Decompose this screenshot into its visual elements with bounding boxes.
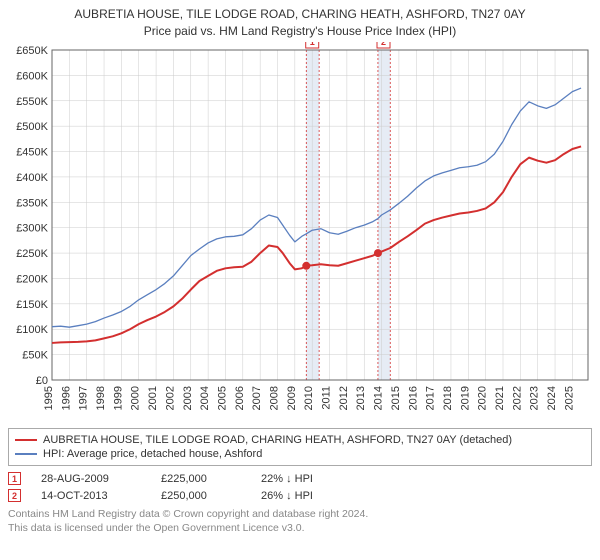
svg-text:2001: 2001 (147, 386, 159, 410)
svg-text:2008: 2008 (269, 386, 281, 410)
svg-text:2003: 2003 (182, 386, 194, 410)
svg-text:£350K: £350K (16, 197, 48, 209)
svg-text:£150K: £150K (16, 299, 48, 311)
svg-text:2013: 2013 (355, 386, 367, 410)
svg-text:2000: 2000 (130, 386, 142, 410)
svg-text:2004: 2004 (199, 386, 211, 410)
svg-text:2011: 2011 (321, 386, 333, 410)
sale-row: 2 14-OCT-2013 £250,000 26% ↓ HPI (8, 487, 592, 504)
svg-text:2019: 2019 (459, 386, 471, 410)
svg-text:2007: 2007 (251, 386, 263, 410)
svg-text:1996: 1996 (60, 386, 72, 410)
sale-delta: 22% ↓ HPI (261, 473, 313, 485)
sale-delta: 26% ↓ HPI (261, 490, 313, 502)
sale-marker-icon: 2 (8, 489, 21, 502)
svg-text:£550K: £550K (16, 96, 48, 108)
chart-title-line2: Price paid vs. HM Land Registry's House … (8, 24, 592, 38)
svg-text:£250K: £250K (16, 248, 48, 260)
svg-text:2: 2 (381, 42, 386, 47)
svg-text:2015: 2015 (390, 386, 402, 410)
svg-text:£200K: £200K (16, 274, 48, 286)
legend-box: AUBRETIA HOUSE, TILE LODGE ROAD, CHARING… (8, 428, 592, 466)
svg-text:2025: 2025 (563, 386, 575, 410)
svg-text:1997: 1997 (78, 386, 90, 410)
svg-text:2002: 2002 (164, 386, 176, 410)
svg-text:£650K: £650K (16, 45, 48, 57)
chart-area: £0 £50K £100K £150K £200K £250K £300K £350K £400… (8, 42, 592, 422)
sale-date: 14-OCT-2013 (41, 490, 141, 502)
legend-swatch-hpi (15, 453, 37, 455)
svg-text:2005: 2005 (216, 386, 228, 410)
legend-item: AUBRETIA HOUSE, TILE LODGE ROAD, CHARING… (15, 433, 585, 447)
sales-table: 1 28-AUG-2009 £225,000 22% ↓ HPI 2 14-OC… (8, 470, 592, 504)
svg-text:1998: 1998 (95, 386, 107, 410)
svg-text:2014: 2014 (373, 386, 385, 410)
svg-text:£50K: £50K (22, 350, 48, 362)
svg-text:2023: 2023 (529, 386, 541, 410)
sale-price: £250,000 (161, 490, 241, 502)
svg-text:1999: 1999 (112, 386, 124, 410)
footer-line1: Contains HM Land Registry data © Crown c… (8, 508, 592, 522)
legend-item: HPI: Average price, detached house, Ashf… (15, 447, 585, 461)
down-arrow-icon: ↓ (286, 473, 292, 485)
svg-text:1995: 1995 (43, 386, 55, 410)
sale-delta-suffix: HPI (295, 490, 313, 502)
svg-text:1: 1 (310, 42, 315, 47)
svg-text:2022: 2022 (511, 386, 523, 410)
sale-row: 1 28-AUG-2009 £225,000 22% ↓ HPI (8, 470, 592, 487)
svg-text:2020: 2020 (477, 386, 489, 410)
svg-text:£500K: £500K (16, 121, 48, 133)
svg-text:£0: £0 (36, 375, 48, 387)
chart-svg: £0 £50K £100K £150K £200K £250K £300K £350K £400… (8, 42, 592, 422)
svg-text:2024: 2024 (546, 386, 558, 410)
svg-text:£450K: £450K (16, 147, 48, 159)
sale-price: £225,000 (161, 473, 241, 485)
sale-marker-icon: 1 (8, 472, 21, 485)
svg-text:£400K: £400K (16, 172, 48, 184)
footer-attribution: Contains HM Land Registry data © Crown c… (8, 508, 592, 535)
svg-text:£100K: £100K (16, 324, 48, 336)
sale-delta-pct: 22% (261, 473, 283, 485)
sale-delta-suffix: HPI (295, 473, 313, 485)
svg-text:2016: 2016 (407, 386, 419, 410)
footer-line2: This data is licensed under the Open Gov… (8, 522, 592, 536)
chart-title-line1: AUBRETIA HOUSE, TILE LODGE ROAD, CHARING… (8, 6, 592, 22)
svg-text:2009: 2009 (286, 386, 298, 410)
legend-label: AUBRETIA HOUSE, TILE LODGE ROAD, CHARING… (43, 434, 512, 446)
legend-swatch-property (15, 439, 37, 441)
svg-text:£600K: £600K (16, 71, 48, 83)
svg-text:£300K: £300K (16, 223, 48, 235)
svg-text:2018: 2018 (442, 386, 454, 410)
svg-text:2006: 2006 (234, 386, 246, 410)
sale-date: 28-AUG-2009 (41, 473, 141, 485)
svg-text:2012: 2012 (338, 386, 350, 410)
sale-delta-pct: 26% (261, 490, 283, 502)
svg-text:2017: 2017 (425, 386, 437, 410)
svg-text:2021: 2021 (494, 386, 506, 410)
down-arrow-icon: ↓ (286, 490, 292, 502)
svg-text:2010: 2010 (303, 386, 315, 410)
legend-label: HPI: Average price, detached house, Ashf… (43, 448, 262, 460)
